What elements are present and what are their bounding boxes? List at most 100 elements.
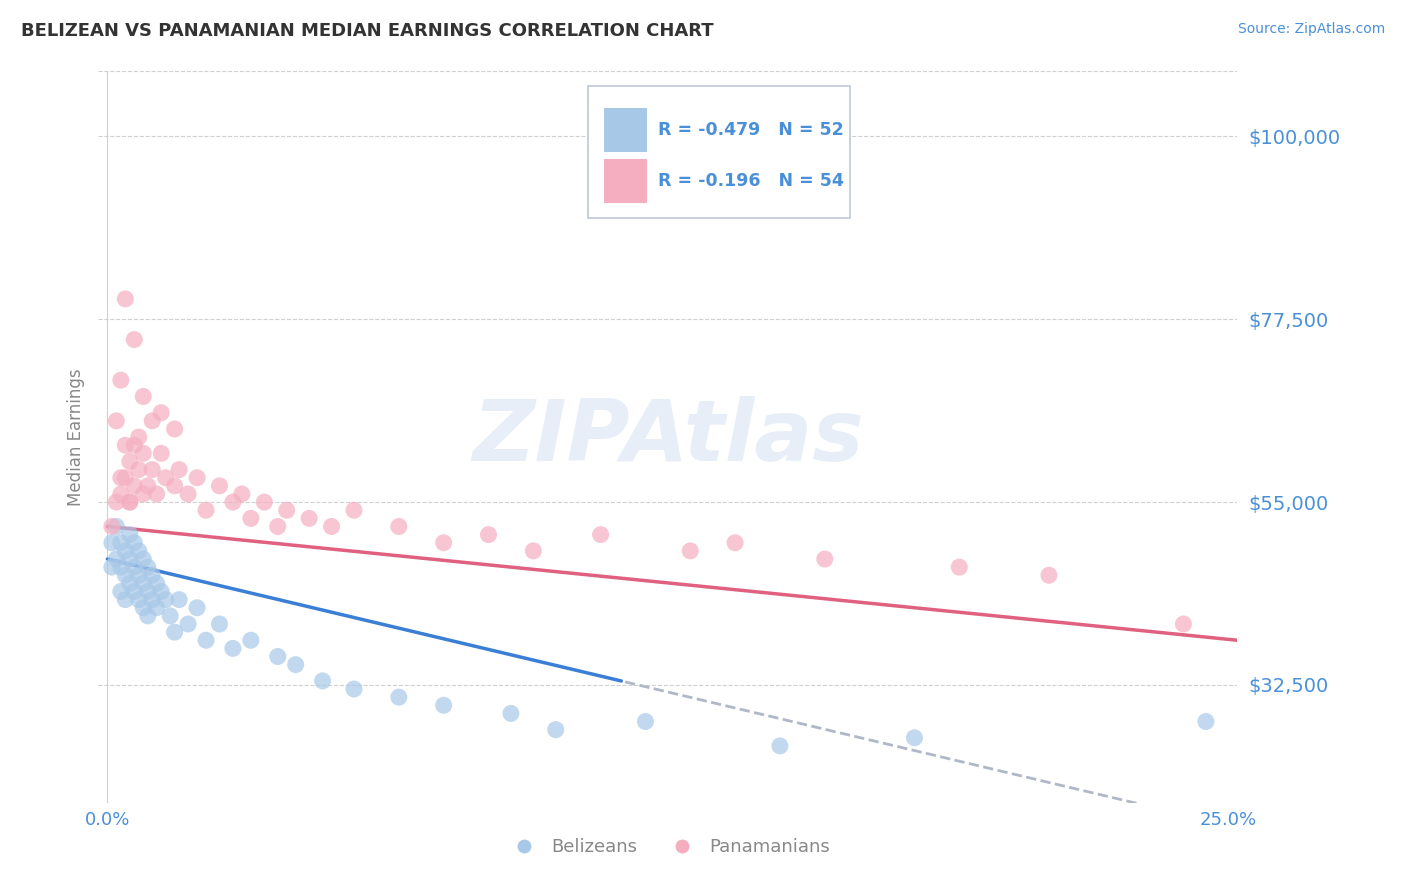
Point [679, 544, 702, 558]
Point [155, 592, 177, 607]
Point [948, 560, 970, 574]
Point [284, 657, 307, 672]
Point [477, 527, 499, 541]
Point [208, 617, 231, 632]
Point [177, 617, 200, 632]
Point [222, 641, 245, 656]
Point [114, 292, 136, 306]
Point [114, 544, 136, 558]
Y-axis label: Median Earnings: Median Earnings [66, 368, 84, 506]
Point [145, 487, 167, 501]
Point [124, 584, 146, 599]
Point [132, 600, 155, 615]
Point [118, 552, 141, 566]
Point [124, 438, 146, 452]
Point [141, 568, 163, 582]
Point [163, 625, 186, 640]
Point [118, 495, 141, 509]
Legend: Belizeans, Panamanians: Belizeans, Panamanians [499, 830, 837, 863]
Point [311, 673, 333, 688]
Point [433, 535, 456, 549]
Point [814, 552, 837, 566]
FancyBboxPatch shape [588, 86, 851, 218]
Point [522, 544, 544, 558]
Point [1173, 617, 1195, 632]
Point [136, 479, 159, 493]
Point [124, 333, 146, 347]
Point [141, 414, 163, 428]
Point [163, 422, 186, 436]
Point [128, 544, 150, 558]
Point [105, 414, 128, 428]
Point [141, 462, 163, 476]
Point [145, 600, 167, 615]
Point [110, 373, 132, 387]
Point [132, 487, 155, 501]
Text: ZIPAtlas: ZIPAtlas [472, 395, 863, 479]
Point [589, 527, 612, 541]
Point [136, 560, 159, 574]
Point [267, 519, 290, 533]
Point [141, 592, 163, 607]
Point [231, 487, 253, 501]
Point [124, 535, 146, 549]
Point [110, 584, 132, 599]
Point [167, 592, 190, 607]
Text: R = -0.479   N = 52: R = -0.479 N = 52 [658, 121, 844, 139]
Point [128, 462, 150, 476]
Point [544, 723, 567, 737]
FancyBboxPatch shape [605, 159, 647, 203]
Point [388, 519, 411, 533]
Point [186, 471, 208, 485]
Point [114, 471, 136, 485]
Point [159, 608, 181, 623]
Point [1038, 568, 1060, 582]
Text: R = -0.196   N = 54: R = -0.196 N = 54 [658, 172, 844, 190]
Point [110, 471, 132, 485]
Point [150, 584, 173, 599]
Point [239, 633, 262, 648]
Point [105, 495, 128, 509]
Point [118, 576, 141, 591]
Point [132, 446, 155, 460]
Point [155, 471, 177, 485]
Point [114, 592, 136, 607]
Point [101, 535, 124, 549]
Point [136, 584, 159, 599]
Point [132, 576, 155, 591]
Point [110, 535, 132, 549]
Point [145, 576, 167, 591]
Point [118, 527, 141, 541]
Point [343, 503, 366, 517]
Point [276, 503, 298, 517]
Point [186, 600, 208, 615]
Point [150, 446, 173, 460]
Point [118, 495, 141, 509]
Point [136, 608, 159, 623]
Point [267, 649, 290, 664]
Text: BELIZEAN VS PANAMANIAN MEDIAN EARNINGS CORRELATION CHART: BELIZEAN VS PANAMANIAN MEDIAN EARNINGS C… [21, 22, 714, 40]
Point [769, 739, 792, 753]
Point [177, 487, 200, 501]
Point [195, 633, 218, 648]
Text: Source: ZipAtlas.com: Source: ZipAtlas.com [1237, 22, 1385, 37]
Point [105, 519, 128, 533]
Point [321, 519, 343, 533]
Point [1195, 714, 1218, 729]
Point [114, 568, 136, 582]
Point [433, 698, 456, 713]
Point [253, 495, 276, 509]
Point [101, 519, 124, 533]
Point [128, 568, 150, 582]
Point [195, 503, 218, 517]
Point [903, 731, 925, 745]
Point [239, 511, 262, 525]
Point [163, 479, 186, 493]
Point [124, 479, 146, 493]
Point [101, 560, 124, 574]
Point [298, 511, 321, 525]
Point [167, 462, 190, 476]
Point [114, 438, 136, 452]
Point [118, 454, 141, 468]
Point [724, 535, 747, 549]
